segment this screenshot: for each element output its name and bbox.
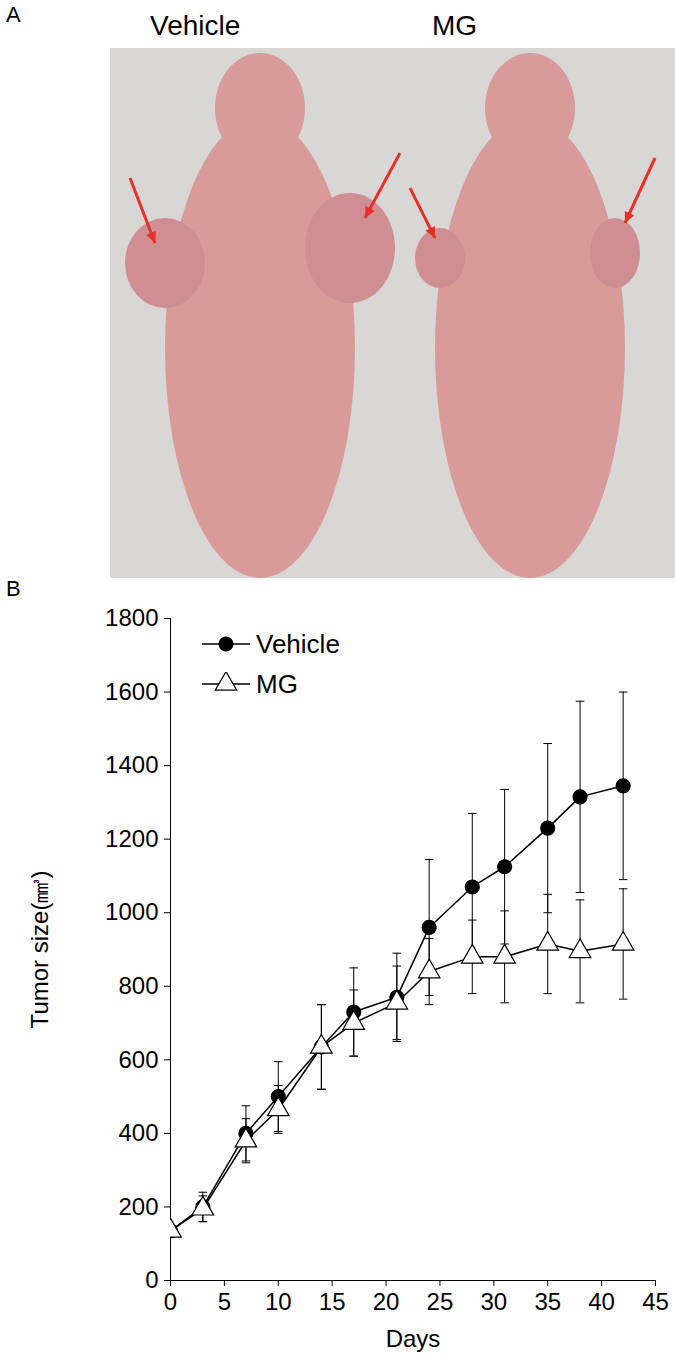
html-text:MG: MG bbox=[432, 10, 478, 41]
svg-text:1000: 1000 bbox=[105, 898, 158, 925]
svg-text:800: 800 bbox=[118, 972, 158, 999]
svg-text:0: 0 bbox=[145, 1266, 158, 1293]
svg-text:600: 600 bbox=[118, 1046, 158, 1073]
svg-text:0: 0 bbox=[164, 1288, 177, 1315]
svg-text:15: 15 bbox=[319, 1288, 346, 1315]
html-text:Vehicle: Vehicle bbox=[256, 628, 340, 659]
svg-text:1200: 1200 bbox=[105, 825, 158, 852]
html-text:B: B bbox=[6, 576, 21, 601]
svg-text:30: 30 bbox=[480, 1288, 507, 1315]
svg-text:Days: Days bbox=[386, 1325, 441, 1352]
html-text:Vehicle: Vehicle bbox=[150, 10, 241, 41]
svg-text:200: 200 bbox=[118, 1193, 158, 1220]
svg-text:1600: 1600 bbox=[105, 678, 158, 705]
svg-text:400: 400 bbox=[118, 1119, 158, 1146]
svg-text:40: 40 bbox=[588, 1288, 615, 1315]
html-text:A: A bbox=[6, 2, 21, 27]
svg-text:10: 10 bbox=[265, 1288, 292, 1315]
svg-text:5: 5 bbox=[218, 1288, 231, 1315]
html-text:MG: MG bbox=[256, 668, 298, 699]
svg-text:25: 25 bbox=[427, 1288, 454, 1315]
svg-text:45: 45 bbox=[642, 1288, 669, 1315]
svg-text:35: 35 bbox=[534, 1288, 561, 1315]
svg-text:20: 20 bbox=[373, 1288, 400, 1315]
svg-text:1400: 1400 bbox=[105, 751, 158, 778]
svg-text:Tumor size(㎣): Tumor size(㎣) bbox=[26, 871, 53, 1029]
svg-text:1800: 1800 bbox=[105, 604, 158, 631]
